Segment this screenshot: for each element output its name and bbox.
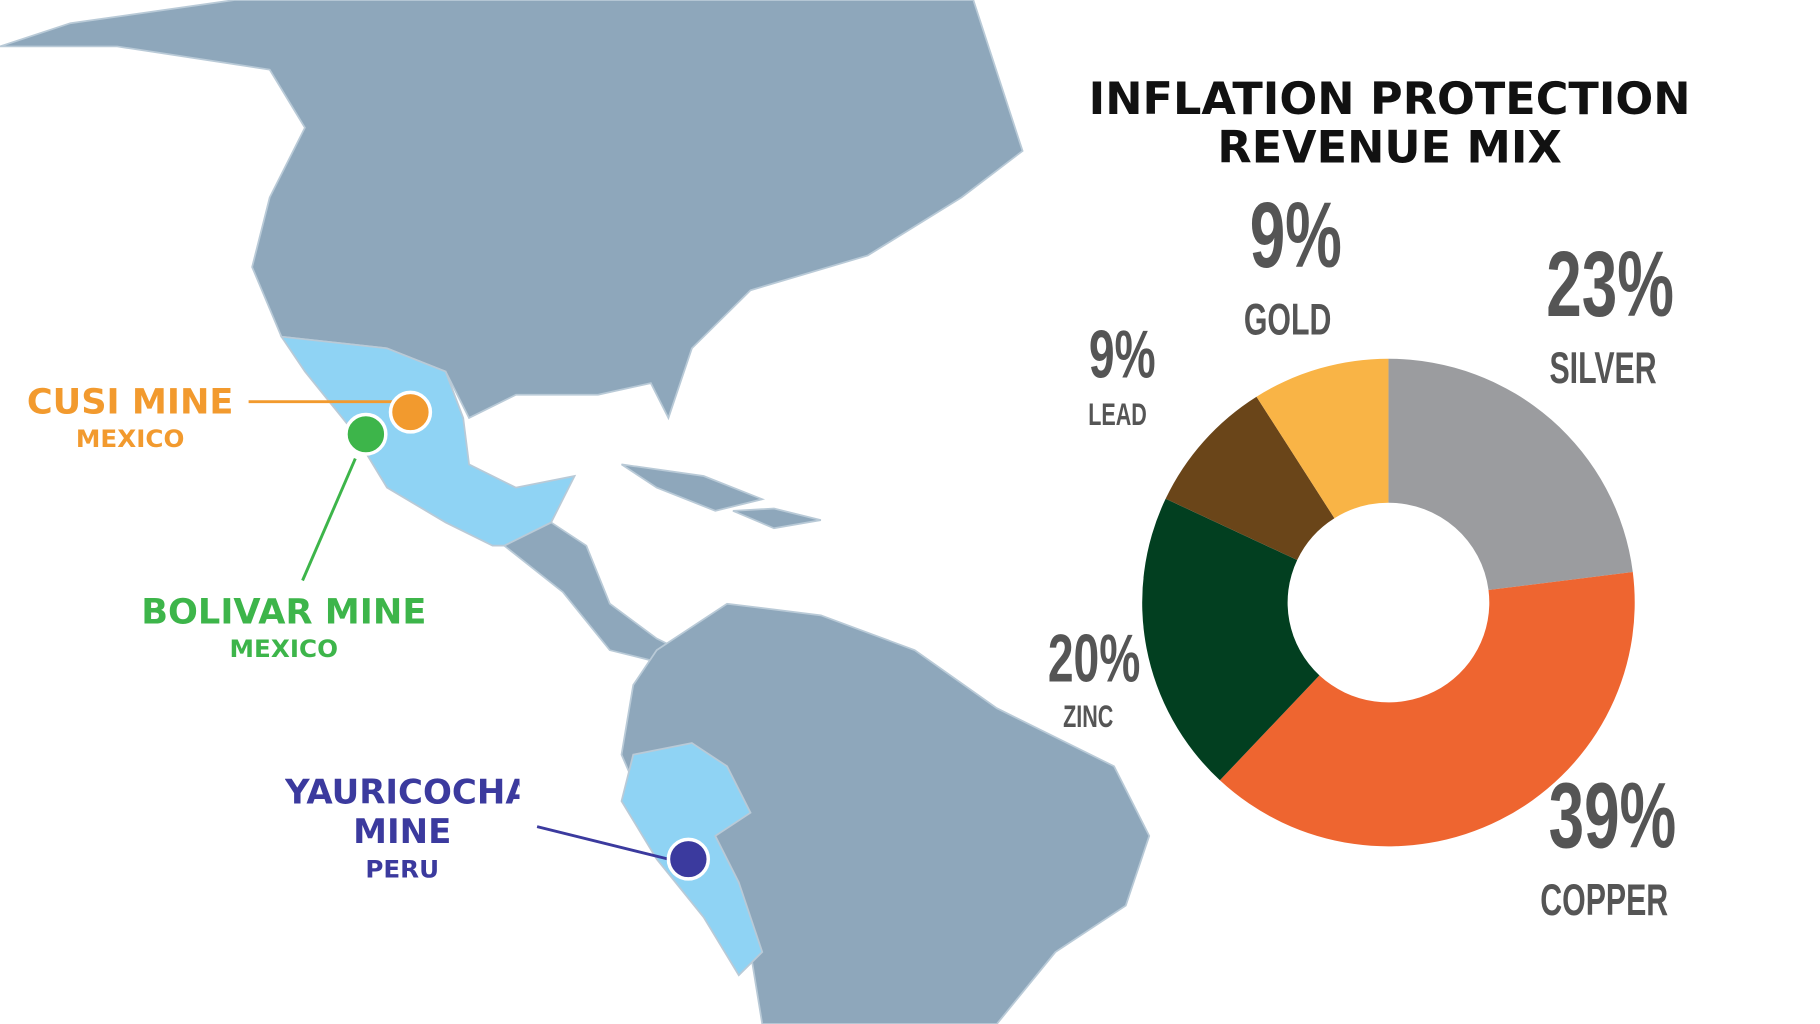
leader-line	[301, 458, 357, 582]
category-label: LEAD	[1088, 397, 1147, 432]
donut-chart: 23% SILVER 39% COPPER 20%ZINC 9% LEAD 9% GOLD	[1048, 183, 1676, 925]
title-box: INFLATION PROTECTION REVENUE MIX	[1088, 74, 1691, 173]
donut-segment	[1165, 396, 1335, 561]
mine-name: BOLIVAR MINE	[141, 593, 426, 633]
mine-dot	[388, 390, 433, 434]
donut-segment	[1142, 498, 1320, 781]
cuba	[621, 463, 766, 512]
mine-dot	[666, 837, 711, 881]
value-label: 23%	[1546, 232, 1674, 336]
donut-segment	[1219, 572, 1635, 847]
map	[0, 0, 1151, 1024]
mine-dot	[344, 412, 388, 456]
mine-country: PERU	[365, 855, 439, 884]
value-label: 9%	[1250, 183, 1342, 287]
chart-title: INFLATION PROTECTION REVENUE MIX	[1088, 74, 1691, 173]
category-label: SILVER	[1549, 345, 1656, 394]
value-label: 39%	[1549, 764, 1677, 868]
hispaniola	[732, 507, 822, 530]
mine-name: YAURICOCHA MINE	[284, 772, 520, 852]
mine-country: MEXICO	[76, 424, 184, 453]
mine-markers	[248, 390, 711, 881]
mine-country: MEXICO	[230, 634, 338, 663]
donut-segment	[1388, 358, 1633, 591]
value-label: 9%	[1089, 318, 1156, 393]
category-label: ZINC	[1063, 699, 1113, 734]
mine-labels: CUSI MINE MEXICO BOLIVAR MINE MEXICO PER…	[27, 382, 439, 883]
north-america	[0, 0, 1024, 421]
leader-line	[536, 825, 669, 861]
mine-name: CUSI MINE	[27, 382, 234, 422]
value-label: 20%	[1048, 622, 1141, 697]
category-label: GOLD	[1244, 296, 1331, 345]
central-america	[502, 521, 683, 663]
category-label: COPPER	[1540, 876, 1668, 925]
donut-segment	[1256, 358, 1389, 519]
mine-name-box: YAURICOCHA MINE	[284, 772, 520, 852]
